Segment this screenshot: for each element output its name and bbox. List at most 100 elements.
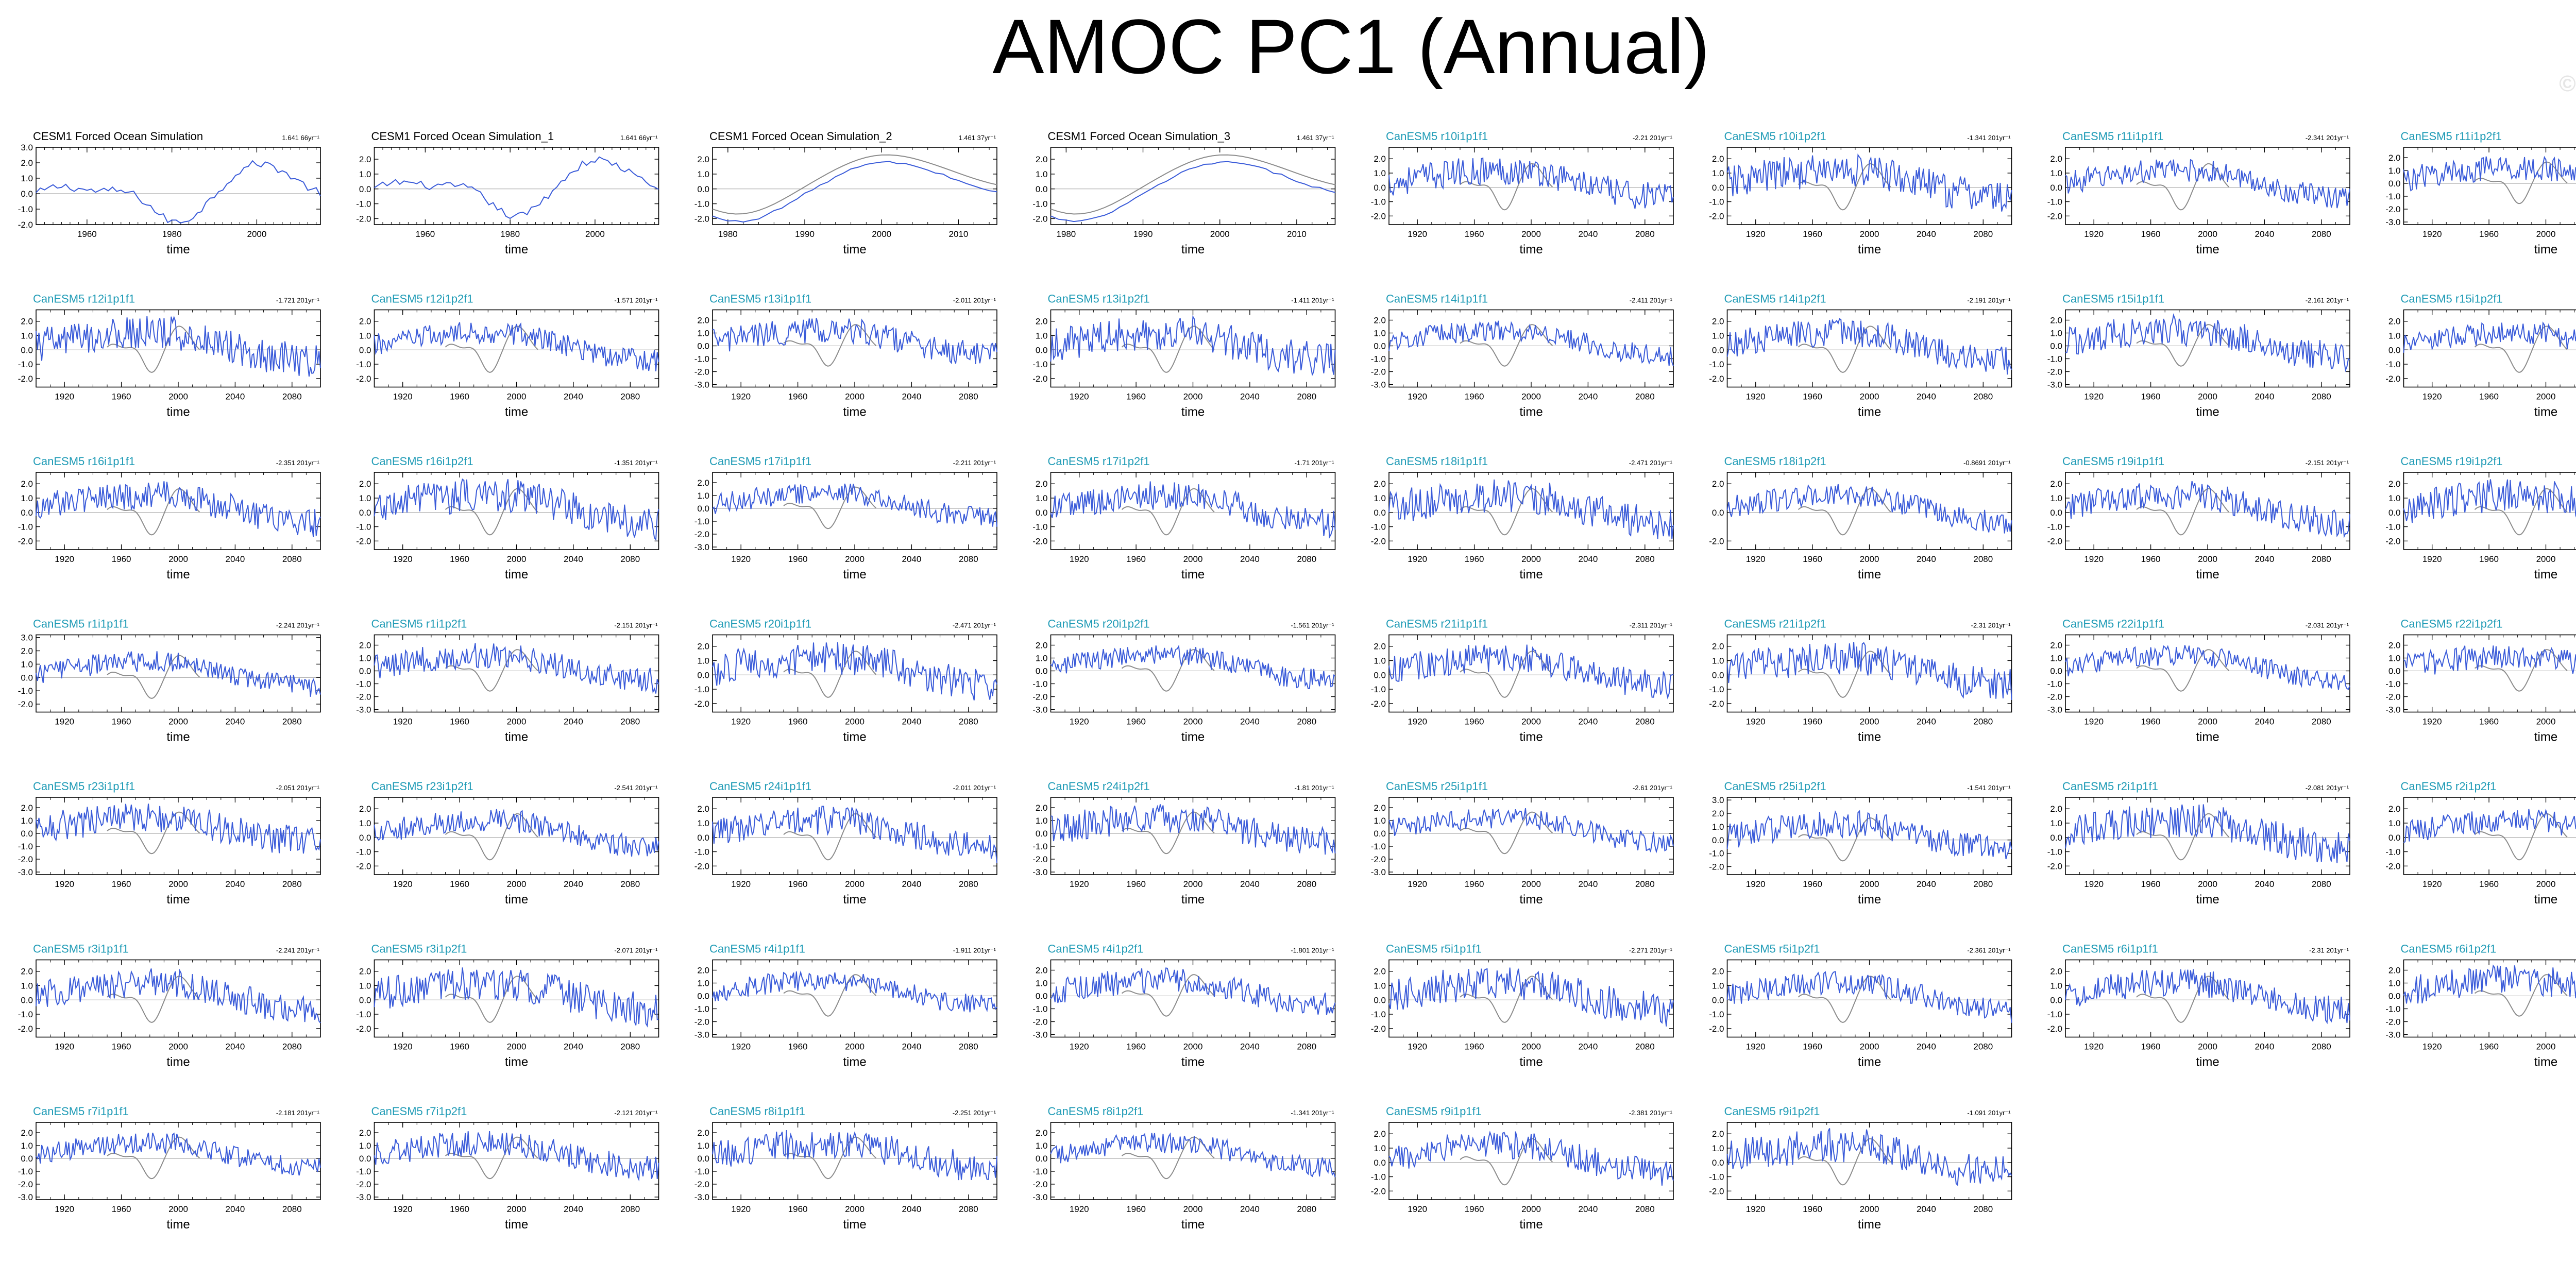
reference-series-line	[445, 488, 538, 536]
y-tick-label: -1.0	[18, 360, 33, 369]
y-tick-label: 3.0	[21, 633, 33, 643]
y-tick-label: -1.0	[1709, 1010, 1724, 1019]
reference-series-line	[1121, 811, 1215, 855]
x-tick-label: 1960	[2141, 392, 2161, 402]
panel: CanESM5 r17i1p2f1 -1.71 201yr⁻¹ 2.0 1.0 0.0 -…	[1032, 455, 1336, 582]
y-tick-label: -2.0	[356, 214, 371, 224]
y-tick-label: 0.0	[1712, 995, 1724, 1005]
panel-trend: -2.61 201yr⁻¹	[1633, 784, 1673, 792]
x-tick-label: 1920	[2084, 1042, 2104, 1052]
x-tick-label: 2040	[2255, 392, 2274, 402]
y-tick-label: -2.0	[1371, 1024, 1386, 1034]
panel: CanESM5 r19i1p1f1 -2.151 201yr⁻¹ 2.0 1.0 0.0…	[2047, 455, 2350, 582]
series-line	[712, 161, 997, 223]
y-tick-label: 1.0	[1374, 493, 1386, 503]
x-axis-label: time	[1181, 1055, 1205, 1069]
x-tick-label: 2040	[564, 1204, 583, 1214]
x-tick-label: 2000	[507, 879, 527, 889]
x-axis-label: time	[1519, 568, 1543, 582]
x-tick-label: 2000	[1860, 392, 1879, 402]
panel-title: CanESM5 r15i1p1f1	[2062, 293, 2164, 305]
panel: CanESM5 r13i1p1f1 -2.011 201yr⁻¹ 2.0 1.0 0.0…	[694, 293, 997, 419]
y-tick-label: 1.0	[1712, 331, 1724, 341]
x-tick-label: 2000	[2198, 717, 2217, 727]
panel: CanESM5 r7i1p2f1 -2.121 201yr⁻¹ 2.0 1.0 0.0 -…	[356, 1105, 659, 1232]
panel-title: CanESM5 r21i1p2f1	[1724, 618, 1826, 630]
y-tick-label: 1.0	[2050, 818, 2062, 828]
panel: CanESM5 r21i1p1f1 -2.311 201yr⁻¹ 2.0 1.0 0.0…	[1371, 618, 1674, 744]
y-tick-label: 2.0	[697, 1128, 709, 1138]
panel-trend: -2.361 201yr⁻¹	[1967, 947, 2011, 954]
y-tick-label: -3.0	[356, 705, 371, 715]
y-tick-label: 2.0	[21, 646, 33, 656]
y-tick-label: 2.0	[1374, 1129, 1386, 1139]
x-tick-label: 1920	[1408, 879, 1427, 889]
x-tick-label: 1920	[1746, 1042, 1766, 1052]
x-tick-label: 2040	[902, 392, 921, 402]
y-tick-label: -2.0	[356, 1024, 371, 1034]
x-axis-label: time	[2196, 1055, 2219, 1069]
plot-frame	[2403, 147, 2576, 225]
x-axis-label: time	[843, 243, 866, 257]
reference-series-line	[2474, 326, 2568, 373]
y-tick-label: -3.0	[1371, 380, 1386, 390]
panel-trend: -1.561 201yr⁻¹	[1291, 622, 1334, 629]
plot-frame	[36, 959, 321, 1038]
series-line	[2065, 159, 2350, 209]
x-tick-label: 1960	[450, 554, 469, 564]
x-tick-label: 2080	[282, 1042, 302, 1052]
x-tick-label: 2080	[959, 1204, 978, 1214]
y-tick-label: 0.0	[1036, 508, 1048, 518]
panel: CESM1 Forced Ocean Simulation 1.641 66yr⁻…	[18, 130, 321, 257]
panel: CanESM5 r17i1p1f1 -2.211 201yr⁻¹ 2.0 1.0 0.0…	[694, 455, 997, 582]
y-tick-label: 1.0	[1036, 1141, 1048, 1151]
x-tick-label: 2040	[1240, 1204, 1260, 1214]
x-tick-label: 1960	[112, 1204, 131, 1214]
y-tick-label: 0.0	[1036, 667, 1048, 676]
x-axis-label: time	[505, 730, 528, 744]
panel-trend: -2.471 201yr⁻¹	[1629, 459, 1673, 467]
panel-title: CanESM5 r14i1p1f1	[1386, 293, 1488, 305]
x-tick-label: 2080	[2312, 392, 2331, 402]
panel-title: CanESM5 r5i1p2f1	[1724, 943, 1820, 955]
x-tick-label: 1960	[2141, 229, 2161, 239]
x-tick-label: 2040	[1240, 1042, 1260, 1052]
x-tick-label: 1960	[1803, 879, 1822, 889]
x-tick-label: 2080	[1635, 554, 1655, 564]
plot-frame	[1726, 309, 2012, 388]
y-tick-label: 2.0	[2050, 641, 2062, 651]
panel-title: CanESM5 r25i1p2f1	[1724, 780, 1826, 793]
x-tick-label: 2080	[1635, 392, 1655, 402]
y-tick-label: 0.0	[1036, 829, 1048, 839]
x-tick-label: 2080	[959, 392, 978, 402]
y-tick-label: 0.0	[1374, 1158, 1386, 1168]
y-tick-label: -1.0	[356, 199, 371, 209]
x-axis-label: time	[1858, 568, 1881, 582]
y-tick-label: -1.0	[1371, 1010, 1386, 1019]
y-tick-label: 0.0	[359, 667, 371, 676]
x-tick-label: 2080	[1973, 1042, 1993, 1052]
panel-trend: -2.011 201yr⁻¹	[953, 784, 996, 792]
y-tick-label: 0.0	[21, 345, 33, 355]
series-line	[1050, 481, 1336, 539]
plot-frame	[374, 472, 659, 550]
y-tick-label: -3.0	[2047, 380, 2062, 390]
y-tick-label: -1.0	[356, 1167, 371, 1176]
y-tick-label: 1.0	[2050, 168, 2062, 178]
y-tick-label: -2.0	[2385, 536, 2400, 546]
x-axis-label: time	[843, 1218, 866, 1232]
x-tick-label: 2080	[1973, 229, 1993, 239]
x-tick-label: 1920	[1408, 1204, 1427, 1214]
panel-trend: -2.271 201yr⁻¹	[1629, 947, 1673, 954]
x-tick-label: 2080	[2312, 229, 2331, 239]
panel-title: CanESM5 r23i1p1f1	[33, 780, 135, 793]
y-tick-label: 1.0	[1374, 168, 1386, 178]
panel-trend: -2.211 201yr⁻¹	[953, 459, 996, 467]
x-tick-label: 2000	[845, 554, 865, 564]
x-tick-label: 1920	[2084, 717, 2104, 727]
y-tick-label: 0.0	[1374, 670, 1386, 680]
x-tick-label: 1960	[1465, 229, 1484, 239]
x-tick-label: 2000	[168, 717, 188, 727]
panel-title: CanESM5 r18i1p1f1	[1386, 455, 1488, 468]
y-tick-label: 0.0	[359, 508, 371, 518]
